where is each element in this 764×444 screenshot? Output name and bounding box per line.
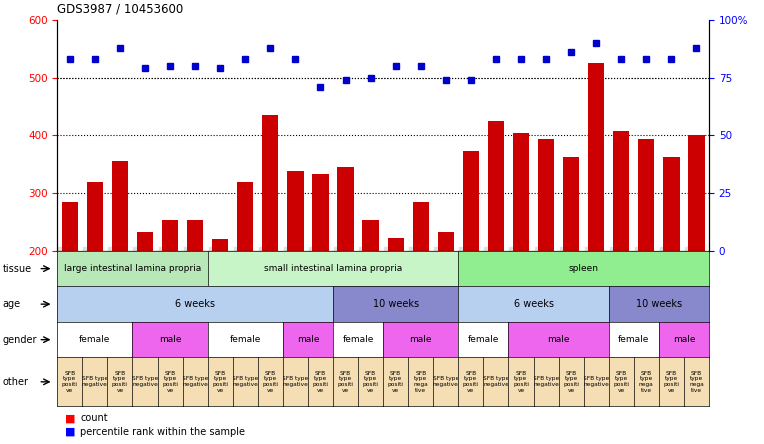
Text: percentile rank within the sample: percentile rank within the sample bbox=[80, 427, 245, 437]
Bar bbox=[338, 167, 354, 251]
Text: SFB type
negative: SFB type negative bbox=[82, 377, 108, 387]
Bar bbox=[538, 139, 554, 251]
Text: SFB
type
positi
ve: SFB type positi ve bbox=[363, 371, 379, 393]
Bar bbox=[688, 135, 704, 251]
Bar bbox=[613, 131, 630, 251]
Bar bbox=[287, 171, 303, 251]
Bar bbox=[212, 239, 228, 251]
Text: SFB
type
positi
ve: SFB type positi ve bbox=[663, 371, 679, 393]
Text: SFB
type
positi
ve: SFB type positi ve bbox=[387, 371, 403, 393]
Bar bbox=[137, 232, 153, 251]
Text: SFB type
negative: SFB type negative bbox=[182, 377, 209, 387]
Text: SFB
type
positi
ve: SFB type positi ve bbox=[312, 371, 329, 393]
Text: GDS3987 / 10453600: GDS3987 / 10453600 bbox=[57, 3, 183, 16]
Bar bbox=[638, 139, 655, 251]
Text: male: male bbox=[296, 335, 319, 344]
Bar bbox=[663, 157, 679, 251]
Text: large intestinal lamina propria: large intestinal lamina propria bbox=[64, 264, 201, 273]
Bar bbox=[563, 157, 579, 251]
Bar bbox=[362, 220, 379, 251]
Text: SFB type
negative: SFB type negative bbox=[583, 377, 610, 387]
Bar bbox=[487, 121, 504, 251]
Text: 6 weeks: 6 weeks bbox=[513, 299, 554, 309]
Text: SFB
type
nega
tive: SFB type nega tive bbox=[639, 371, 654, 393]
Bar bbox=[413, 202, 429, 251]
Text: SFB type
negative: SFB type negative bbox=[132, 377, 158, 387]
Text: male: male bbox=[410, 335, 432, 344]
Bar bbox=[588, 63, 604, 251]
Text: ■: ■ bbox=[65, 413, 76, 424]
Bar bbox=[237, 182, 254, 251]
Text: SFB
type
positi
ve: SFB type positi ve bbox=[112, 371, 128, 393]
Text: male: male bbox=[159, 335, 181, 344]
Bar bbox=[513, 133, 529, 251]
Text: SFB
type
positi
ve: SFB type positi ve bbox=[613, 371, 630, 393]
Text: SFB
type
positi
ve: SFB type positi ve bbox=[262, 371, 278, 393]
Text: 6 weeks: 6 weeks bbox=[175, 299, 215, 309]
Text: 10 weeks: 10 weeks bbox=[373, 299, 419, 309]
Text: SFB type
negative: SFB type negative bbox=[483, 377, 509, 387]
Text: SFB
type
positi
ve: SFB type positi ve bbox=[463, 371, 479, 393]
Text: tissue: tissue bbox=[2, 264, 31, 274]
Text: small intestinal lamina propria: small intestinal lamina propria bbox=[264, 264, 402, 273]
Text: SFB
type
nega
tive: SFB type nega tive bbox=[689, 371, 704, 393]
Text: age: age bbox=[2, 299, 21, 309]
Text: gender: gender bbox=[2, 335, 37, 345]
Text: female: female bbox=[342, 335, 374, 344]
Text: SFB type
negative: SFB type negative bbox=[432, 377, 459, 387]
Bar bbox=[112, 162, 128, 251]
Text: female: female bbox=[618, 335, 649, 344]
Text: SFB
type
positi
ve: SFB type positi ve bbox=[513, 371, 529, 393]
Bar bbox=[262, 115, 279, 251]
Text: male: male bbox=[672, 335, 695, 344]
Text: ■: ■ bbox=[65, 427, 76, 437]
Bar bbox=[162, 220, 178, 251]
Text: count: count bbox=[80, 413, 108, 424]
Text: 10 weeks: 10 weeks bbox=[636, 299, 682, 309]
Bar bbox=[438, 232, 454, 251]
Text: SFB type
negative: SFB type negative bbox=[533, 377, 559, 387]
Text: SFB type
negative: SFB type negative bbox=[282, 377, 309, 387]
Text: SFB
type
positi
ve: SFB type positi ve bbox=[162, 371, 178, 393]
Text: female: female bbox=[230, 335, 261, 344]
Text: female: female bbox=[79, 335, 111, 344]
Bar bbox=[312, 174, 329, 251]
Text: SFB
type
positi
ve: SFB type positi ve bbox=[338, 371, 354, 393]
Text: spleen: spleen bbox=[568, 264, 599, 273]
Text: SFB
type
positi
ve: SFB type positi ve bbox=[212, 371, 228, 393]
Text: other: other bbox=[2, 377, 28, 387]
Bar bbox=[387, 238, 404, 251]
Bar bbox=[62, 202, 78, 251]
Text: SFB
type
positi
ve: SFB type positi ve bbox=[563, 371, 579, 393]
Text: SFB
type
positi
ve: SFB type positi ve bbox=[62, 371, 78, 393]
Text: SFB type
negative: SFB type negative bbox=[232, 377, 258, 387]
Text: female: female bbox=[468, 335, 499, 344]
Text: SFB
type
nega
tive: SFB type nega tive bbox=[413, 371, 428, 393]
Bar bbox=[463, 151, 479, 251]
Bar bbox=[87, 182, 103, 251]
Text: male: male bbox=[547, 335, 570, 344]
Bar bbox=[187, 220, 203, 251]
